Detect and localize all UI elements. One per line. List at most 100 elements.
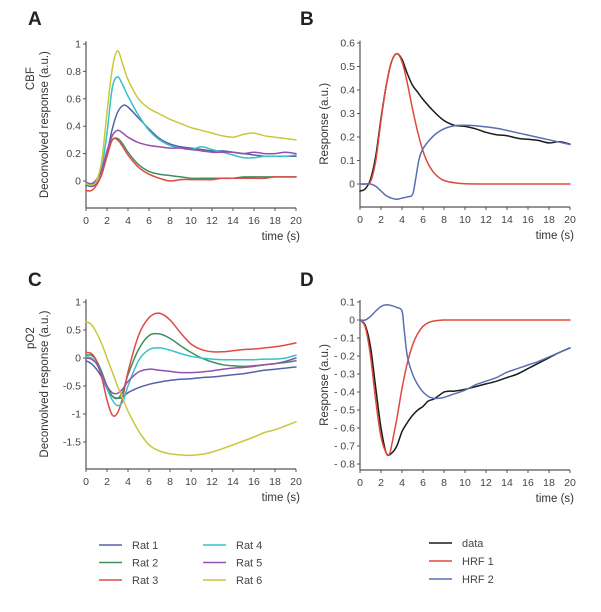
x-tick-label: 8: [167, 215, 173, 227]
y-tick-label: -1.5: [63, 437, 81, 449]
x-tick-label: 2: [104, 476, 110, 488]
legend-rats: Rat 1 Rat 2 Rat 3 Rat 4 Rat 5 Rat 6: [99, 540, 262, 587]
x-tick-label: 18: [543, 477, 555, 489]
y-tick-label: 0: [75, 176, 81, 188]
y-axis-label: Deconvolved response (a.u.): [39, 51, 51, 198]
series-line-hrf-1: [359, 52, 571, 185]
series-line-rat-4: [85, 76, 297, 186]
series-line-rat-6: [85, 50, 297, 186]
panel-label: A: [28, 9, 42, 30]
x-tick-label: 14: [501, 214, 513, 226]
x-tick-label: 12: [206, 476, 218, 488]
x-tick-label: 20: [290, 215, 302, 227]
y-tick-label: - 0.5: [334, 405, 355, 417]
x-axis-label: time (s): [262, 231, 301, 243]
y-axis-label: Response (a.u.): [319, 344, 331, 426]
x-tick-label: 16: [522, 477, 534, 489]
x-tick-label: 10: [459, 214, 471, 226]
series-line-hrf-2: [359, 303, 571, 400]
y-tick-label: 0.1: [340, 155, 355, 167]
y-tick-label: 0: [75, 353, 81, 365]
legend-item-rat-6: Rat 6: [203, 575, 262, 587]
y-tick-label: 0.6: [340, 38, 355, 50]
x-tick-label: 12: [206, 215, 218, 227]
y-axis-label: Response (a.u.): [319, 83, 331, 165]
x-tick-label: 6: [420, 477, 426, 489]
legend-item-rat-4: Rat 4: [203, 540, 262, 552]
legend-hrf: data HRF 1 HRF 2: [429, 538, 494, 586]
y-tick-label: 0.2: [66, 148, 81, 160]
series-line-data: [359, 319, 571, 457]
legend-label: data: [462, 538, 484, 550]
legend-item-rat-5: Rat 5: [203, 558, 262, 570]
x-tick-label: 2: [378, 477, 384, 489]
legend-item-hrf-1: HRF 1: [429, 556, 494, 568]
x-tick-label: 20: [290, 476, 302, 488]
series-line-rat-3: [85, 137, 297, 192]
x-tick-label: 0: [357, 477, 363, 489]
legend-label: Rat 3: [132, 575, 158, 587]
x-tick-label: 4: [399, 214, 405, 226]
y-tick-label: 1: [75, 297, 81, 309]
x-tick-label: 16: [522, 214, 534, 226]
series-line-rat-3: [85, 312, 297, 417]
x-tick-label: 4: [399, 477, 405, 489]
x-tick-label: 8: [441, 214, 447, 226]
y-tick-label: 0: [349, 179, 355, 191]
x-axis-label: time (s): [536, 493, 575, 505]
x-tick-label: 0: [357, 214, 363, 226]
x-axis-label: time (s): [262, 492, 301, 504]
panel-label: C: [28, 270, 42, 291]
legend-item-data: data: [429, 538, 484, 550]
x-tick-label: 0: [83, 476, 89, 488]
x-tick-label: 18: [269, 215, 281, 227]
x-tick-label: 8: [441, 477, 447, 489]
x-tick-label: 0: [83, 215, 89, 227]
series-line-rat-5: [85, 129, 297, 185]
x-tick-label: 16: [248, 215, 260, 227]
series-line-rat-6: [85, 320, 297, 457]
x-tick-label: 10: [185, 215, 197, 227]
y-axis-measure-label: pO2: [25, 327, 37, 349]
y-tick-label: 0: [349, 315, 355, 327]
y-tick-label: - 0.8: [334, 459, 355, 471]
y-tick-label: 0.4: [340, 85, 355, 97]
x-tick-label: 14: [501, 477, 513, 489]
x-tick-label: 20: [564, 214, 576, 226]
x-tick-label: 2: [104, 215, 110, 227]
series-line-hrf-1: [359, 319, 571, 456]
legend-item-rat-1: Rat 1: [99, 540, 158, 552]
x-tick-label: 2: [378, 214, 384, 226]
series-line-data: [359, 52, 571, 192]
y-tick-label: 0.4: [66, 121, 81, 133]
legend-label: Rat 4: [236, 540, 262, 552]
y-tick-label: - 0.3: [334, 369, 355, 381]
legend-item-rat-3: Rat 3: [99, 575, 158, 587]
y-tick-label: 0.8: [66, 66, 81, 78]
x-tick-label: 18: [543, 214, 555, 226]
panel-b: B 0 0.1 0.2 0.3 0.4 0.5 0.6 0 2 4 6 8 10 12 14 16 18 20 tim…: [300, 9, 576, 242]
y-tick-label: - 0.6: [334, 423, 355, 435]
x-tick-label: 14: [227, 476, 239, 488]
x-tick-label: 18: [269, 476, 281, 488]
x-tick-label: 4: [125, 476, 131, 488]
x-tick-label: 12: [480, 477, 492, 489]
panel-d: D 0.1 0 - 0.1 - 0.2 - 0.3 - 0.4 - 0.5 - 0.6 - 0.7…: [300, 270, 576, 505]
legend-item-rat-2: Rat 2: [99, 558, 158, 570]
y-tick-label: 0.6: [66, 93, 81, 105]
x-axis-label: time (s): [536, 230, 575, 242]
legend-label: HRF 2: [462, 574, 494, 586]
series-line-rat-4: [85, 347, 297, 407]
y-tick-label: -0.5: [63, 381, 81, 393]
legend-label: Rat 5: [236, 558, 262, 570]
y-axis-measure-label: CBF: [25, 67, 37, 90]
x-tick-label: 16: [248, 476, 260, 488]
y-tick-label: 1: [75, 39, 81, 51]
y-tick-label: - 0.7: [334, 441, 355, 453]
y-tick-label: 0.3: [340, 108, 355, 120]
x-tick-label: 12: [480, 214, 492, 226]
y-tick-label: 0.5: [340, 61, 355, 73]
